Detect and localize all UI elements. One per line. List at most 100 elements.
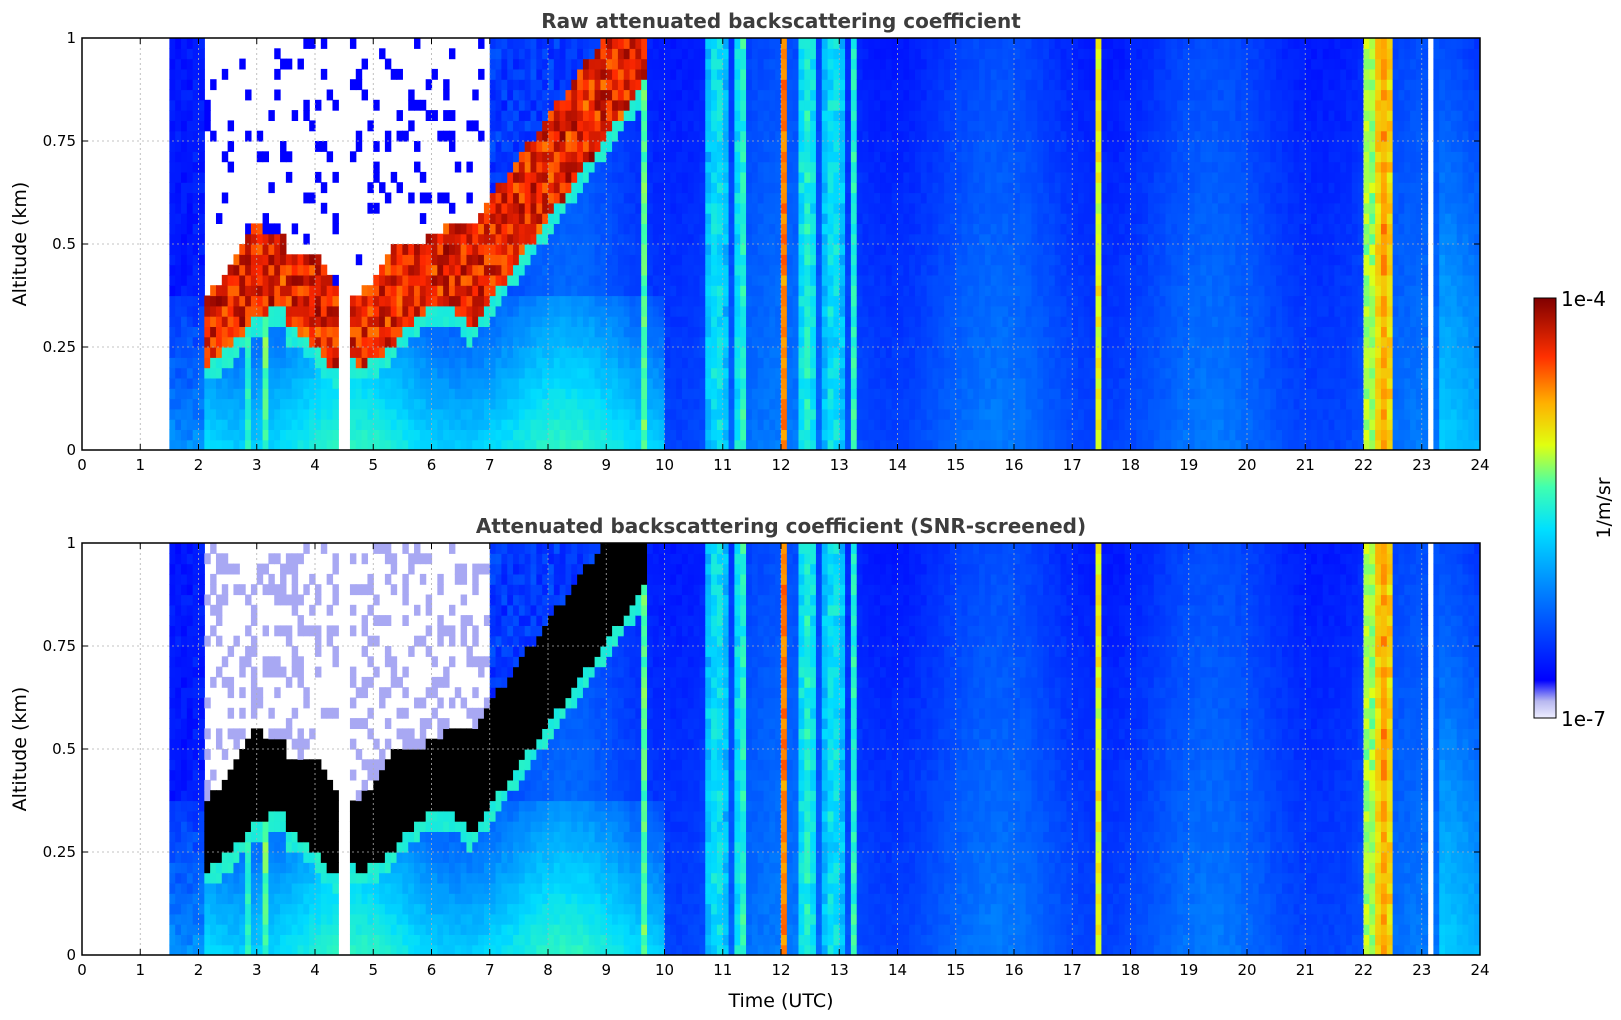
heatmap-cell (833, 110, 840, 121)
heatmap-cell (862, 223, 869, 235)
heatmap-cell (705, 336, 712, 348)
heatmap-cell (815, 357, 823, 369)
heatmap-cell (495, 398, 502, 410)
heatmap-cell (524, 182, 532, 194)
heatmap-cell (221, 326, 229, 338)
heatmap-cell (169, 408, 176, 420)
heatmap-cell (740, 89, 747, 101)
heatmap-cell (862, 141, 869, 152)
heatmap-cell (635, 377, 642, 389)
heatmap-cell (722, 316, 730, 327)
heatmap-cell (582, 213, 590, 224)
heatmap-cell (250, 336, 258, 348)
heatmap-cell (559, 398, 567, 410)
heatmap-cell (408, 316, 415, 327)
heatmap-cell (920, 99, 928, 111)
heatmap-cell (215, 377, 223, 389)
heatmap-cell (839, 151, 846, 163)
heatmap-cell (425, 336, 433, 348)
heatmap-cell (763, 223, 770, 235)
heatmap-cell (949, 48, 957, 60)
heatmap-cell (693, 295, 701, 307)
heatmap-cell (326, 326, 334, 338)
heatmap-cell (926, 233, 934, 245)
heatmap-cell (513, 38, 520, 49)
heatmap-cell (897, 439, 904, 450)
heatmap-cell (781, 213, 788, 224)
heatmap-cell (909, 38, 916, 49)
heatmap-cell (880, 429, 887, 441)
heatmap-cell (722, 233, 730, 245)
heatmap-cell (600, 305, 607, 317)
heatmap-cell (565, 316, 572, 327)
heatmap-cell (833, 213, 840, 224)
heatmap-cell (781, 285, 788, 297)
heatmap-cell (297, 377, 304, 389)
heatmap-cell (920, 68, 928, 80)
heatmap-cell (1025, 254, 1033, 266)
heatmap-cell (507, 285, 514, 297)
heatmap-cell (839, 141, 846, 152)
heatmap-cell (874, 326, 881, 338)
heatmap-cell (862, 398, 869, 410)
heatmap-cell (693, 213, 701, 224)
heatmap-cell (868, 326, 875, 338)
heatmap-cell (565, 171, 572, 183)
heatmap-cell (181, 244, 188, 255)
heatmap-cell (1025, 244, 1033, 255)
heatmap-cell (612, 336, 619, 348)
heatmap-cell (786, 357, 794, 369)
heatmap-cell (670, 99, 677, 111)
heatmap-cell (373, 347, 380, 358)
heatmap-cell (1019, 202, 1027, 214)
heatmap-cell (676, 357, 683, 369)
heatmap-cell (751, 367, 759, 379)
heatmap-cell (792, 377, 800, 389)
heatmap-cell (349, 388, 357, 400)
heatmap-cell (862, 439, 869, 450)
heatmap-cell (973, 316, 980, 327)
heatmap-cell (920, 38, 928, 49)
heatmap-cell (961, 439, 968, 450)
heatmap-cell (979, 264, 986, 276)
heatmap-cell (961, 192, 968, 204)
heatmap-cell (548, 326, 555, 338)
heatmap-cell (926, 274, 934, 286)
heatmap-cell (454, 419, 462, 430)
heatmap-cell (548, 305, 555, 317)
heatmap-cell (285, 295, 293, 307)
heatmap-cell (734, 48, 741, 60)
heatmap-cell (559, 58, 567, 70)
heatmap-cell (728, 99, 735, 111)
heatmap-cell (198, 130, 205, 142)
heatmap-cell (880, 151, 887, 163)
heatmap-cell (746, 264, 753, 276)
heatmap-cell (868, 377, 875, 389)
heatmap-cell (1002, 244, 1009, 255)
heatmap-cell (181, 202, 188, 214)
heatmap-cell (489, 48, 497, 60)
heatmap-cell (746, 419, 753, 430)
heatmap-cell (757, 367, 765, 379)
heatmap-cell (629, 141, 636, 152)
heatmap-cell (483, 274, 491, 286)
heatmap-cell (489, 110, 497, 121)
heatmap-cell (443, 316, 450, 327)
heatmap-cell (722, 223, 730, 235)
heatmap-cell (221, 408, 229, 420)
heatmap-cell (606, 274, 613, 286)
heatmap-cell (617, 141, 625, 152)
heatmap-cell (757, 141, 765, 152)
heatmap-cell (914, 316, 922, 327)
heatmap-cell (245, 316, 252, 327)
heatmap-cell (635, 79, 642, 91)
heatmap-cell (938, 182, 945, 194)
heatmap-cell (944, 161, 951, 173)
heatmap-cell (612, 192, 619, 204)
heatmap-cell (414, 377, 421, 389)
heatmap-cell (868, 439, 875, 450)
heatmap-cell (693, 408, 701, 420)
heatmap-cell (658, 419, 666, 430)
heatmap-cell (652, 79, 660, 91)
heatmap-cell (699, 388, 706, 400)
